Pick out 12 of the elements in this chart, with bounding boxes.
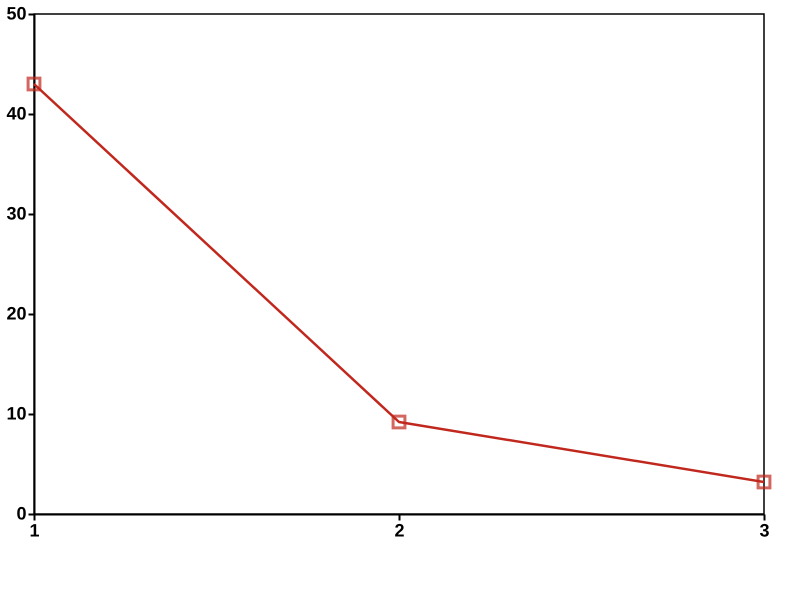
y-tick-label: 0	[16, 504, 26, 524]
x-tick-label: 2	[394, 520, 405, 540]
point	[26, 76, 42, 92]
x-tick-label: 1	[29, 520, 40, 540]
point	[756, 474, 772, 490]
y-tick-label: 10	[6, 404, 26, 424]
y-tick-label: 20	[6, 304, 26, 324]
point	[392, 414, 406, 430]
y-tick-label: 30	[6, 204, 26, 224]
y-tick-label: 40	[6, 104, 26, 124]
x-tick-label: 3	[759, 520, 770, 540]
y-tick-label: 50	[6, 4, 26, 24]
